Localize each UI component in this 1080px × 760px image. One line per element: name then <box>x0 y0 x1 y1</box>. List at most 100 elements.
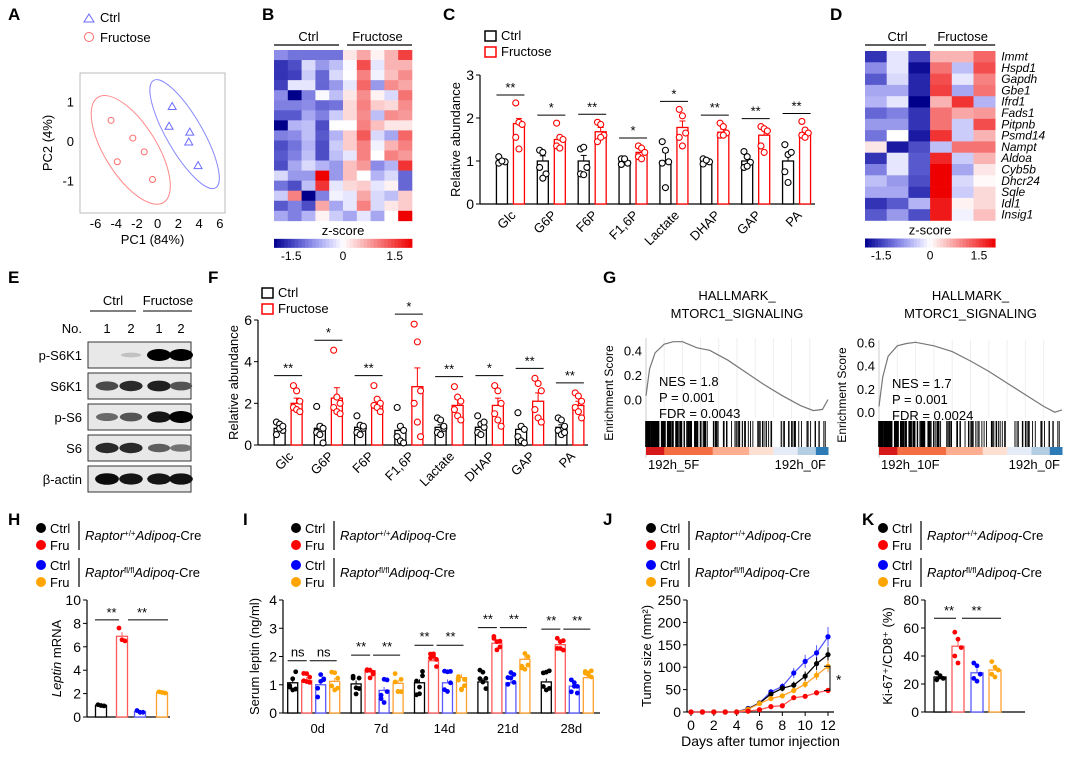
heatmap-cell <box>329 140 344 151</box>
y-tick-label: 3 <box>466 67 474 83</box>
data-point <box>520 439 528 447</box>
genotype-label: Raptor+/+Adipoq-Cre <box>695 528 811 543</box>
x-tick-label: -2 <box>131 216 143 231</box>
bar <box>582 677 594 714</box>
data-point <box>675 133 683 141</box>
heatmap-cell <box>930 62 953 74</box>
rank-color-strip <box>755 447 762 455</box>
data-point <box>661 184 669 192</box>
data-point <box>316 431 324 439</box>
heatmap-cell <box>908 186 931 199</box>
colorbar-segment <box>291 238 296 248</box>
heatmap-cell <box>301 70 316 81</box>
heatmap-cell <box>356 130 371 141</box>
heatmap-cell <box>356 70 371 81</box>
colorbar-segment <box>913 238 918 248</box>
data-point <box>825 652 831 658</box>
data-point <box>497 422 505 430</box>
legend-group-label: Fru <box>660 575 680 590</box>
data-point <box>539 148 547 156</box>
data-point <box>456 677 461 683</box>
genotype-allele: +/+ <box>124 529 136 538</box>
colorbar-segment <box>975 238 980 248</box>
colorbar-segment <box>367 238 371 248</box>
rank-color-strip <box>958 447 965 455</box>
colorbar-segment <box>972 238 977 248</box>
data-point <box>335 685 341 691</box>
data-point <box>392 679 398 685</box>
heatmap-cell <box>343 200 358 212</box>
legend-dot <box>878 523 888 533</box>
data-point <box>321 676 327 682</box>
heatmap-cell <box>274 60 289 71</box>
colorbar-segment <box>952 238 957 248</box>
rank-color-strip <box>712 447 720 455</box>
significance-label: ** <box>546 613 556 628</box>
data-point <box>784 178 792 187</box>
data-point <box>779 703 785 709</box>
heatmap-cell <box>951 186 974 199</box>
data-point <box>359 422 367 430</box>
legend-ctrl-triangle-icon <box>83 13 95 23</box>
legend-fructose-swatch <box>261 303 274 315</box>
data-point <box>511 672 517 677</box>
heatmap-cell <box>398 80 413 91</box>
colorbar-tick-label: 0 <box>927 249 934 263</box>
legend-ctrl-label: Ctrl <box>501 28 521 43</box>
data-point <box>971 676 977 681</box>
heatmap-cell <box>274 130 289 141</box>
heatmap-cell <box>930 197 953 210</box>
gsea-title-line1: HALLMARK_ <box>932 288 1010 303</box>
rank-color-strip <box>946 447 953 455</box>
heatmap-cell <box>384 200 399 212</box>
heatmap-cell <box>287 80 302 91</box>
data-point <box>757 142 765 150</box>
heatmap-cell <box>973 197 996 210</box>
gene-label: Immt <box>1001 50 1028 64</box>
significance-label: ** <box>710 100 720 115</box>
data-point <box>494 387 502 395</box>
bar <box>455 677 468 714</box>
significance-label: ** <box>505 80 515 95</box>
heatmap-cell <box>951 197 974 210</box>
rank-color-strip <box>891 447 898 455</box>
rank-color-strip <box>730 447 738 455</box>
heatmap-cell <box>865 84 887 97</box>
heatmap-cell <box>329 100 344 111</box>
y-axis-label: Enrichment Score <box>602 345 616 441</box>
driver-suffix: -Cre <box>176 528 201 543</box>
data-point <box>392 671 398 677</box>
bar <box>441 682 454 714</box>
colorbar-segment <box>868 238 872 248</box>
rank-color-strip <box>994 447 1002 455</box>
x-tick-label: 4 <box>195 216 202 231</box>
data-point <box>116 625 122 631</box>
gene-label: Ifrd1 <box>1001 95 1025 109</box>
heatmap-cell <box>370 130 385 141</box>
ctrl-point <box>167 101 178 111</box>
colorbar-segment <box>865 238 869 248</box>
data-point <box>367 675 373 681</box>
colorbar-segment <box>398 238 403 248</box>
heatmap-cell <box>951 130 974 142</box>
heatmap-cell <box>398 60 413 71</box>
heatmap-cell <box>930 175 953 187</box>
data-point <box>525 654 531 659</box>
data-point <box>296 397 304 405</box>
heatmap-cell <box>886 73 909 86</box>
data-point <box>734 709 740 715</box>
significance-label: ** <box>587 99 597 114</box>
y-tick-label: 6 <box>244 312 252 328</box>
data-point <box>974 663 980 669</box>
data-point <box>791 682 797 688</box>
data-point <box>518 120 526 128</box>
heatmap-cell <box>908 107 931 120</box>
heatmap-cell <box>973 62 996 74</box>
heatmap-cell <box>370 90 385 101</box>
bar <box>505 682 517 714</box>
data-point <box>571 683 577 689</box>
heatmap-cell <box>398 140 413 151</box>
ctrl-point <box>193 160 203 170</box>
driver-suffix: -Cre <box>1018 528 1043 543</box>
rank-color-strip <box>682 447 689 455</box>
